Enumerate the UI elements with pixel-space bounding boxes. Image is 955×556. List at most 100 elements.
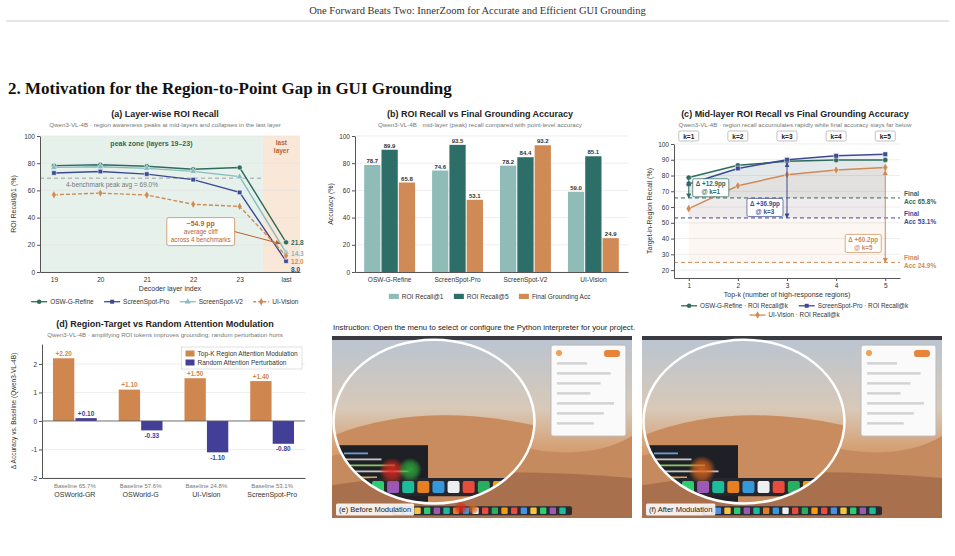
dock-icon xyxy=(831,508,837,514)
k-label-text: k=1 xyxy=(683,133,694,140)
dock-icon xyxy=(840,508,846,514)
legend-item: OSW-G-Refine xyxy=(31,298,94,305)
tick: ScreenSpot-Pro xyxy=(434,272,481,284)
k-label: k=3 xyxy=(777,131,797,141)
k-label-text: k=4 xyxy=(831,133,842,140)
tick: 0 xyxy=(31,269,40,276)
bar xyxy=(250,381,271,421)
legend-label: UI-Vision · ROI Recall@k xyxy=(769,311,841,318)
dock-icon xyxy=(802,508,808,514)
legend-item: ScreenSpot-V2 xyxy=(180,298,243,306)
marker xyxy=(237,202,242,210)
header-rule xyxy=(6,21,949,22)
code-line xyxy=(654,452,678,454)
k-label: k=2 xyxy=(728,131,748,141)
tick-mark xyxy=(671,270,674,271)
tick: last xyxy=(282,272,292,283)
marker xyxy=(736,166,741,171)
tick: 20 xyxy=(97,272,105,283)
tick-mark xyxy=(39,421,42,422)
plot-marks xyxy=(51,162,290,263)
baseline-label: Baseline 24.8% xyxy=(186,483,228,489)
gap-label-text: Δ +12.9pp xyxy=(696,180,726,188)
data-label: 89.9 xyxy=(384,143,396,149)
k-label-text: k=2 xyxy=(732,133,743,140)
annotation: −54.9 ppaverage cliffacross 4 benchmarks xyxy=(167,218,235,246)
tick-label: 60 xyxy=(343,187,351,194)
tick-mark xyxy=(352,163,355,164)
legend-swatch xyxy=(31,299,47,304)
legend-marker xyxy=(805,304,809,308)
text-line xyxy=(867,412,914,415)
tick-label: 60 xyxy=(28,187,36,194)
screenshot xyxy=(642,336,942,518)
annotation-text: across 4 benchmarks xyxy=(171,236,231,243)
tick-label: 0 xyxy=(346,269,350,276)
panel-subtitle: Qwen3-VL-4B · region awareness peaks at … xyxy=(49,121,280,128)
tick: OSW-G-Refine xyxy=(368,272,412,283)
bar xyxy=(517,157,533,272)
tick-label: 80 xyxy=(28,160,36,167)
k-label: k=4 xyxy=(826,131,846,141)
marker xyxy=(52,191,57,199)
legend-item: UI-Vision · ROI Recall@k xyxy=(750,311,841,319)
bar xyxy=(53,358,74,421)
bar xyxy=(399,183,415,272)
gap-label: Δ +60.2pp@ k=5 xyxy=(845,234,881,252)
tick: 20 xyxy=(662,267,674,274)
legend-label: ROI Recall@1 xyxy=(402,293,444,300)
tick: 80 xyxy=(28,160,40,167)
panel-a: (a) Layer-wise ROI RecallQwen3-VL-4B · r… xyxy=(10,109,304,306)
dock-icon xyxy=(501,508,507,514)
grid-line xyxy=(42,420,305,421)
legend-label: ScreenSpot-V2 xyxy=(199,298,243,306)
dock xyxy=(702,506,882,515)
gap-label-box xyxy=(845,234,881,252)
legend-marker xyxy=(259,298,263,305)
axis-line xyxy=(356,272,629,273)
bar xyxy=(381,150,397,272)
legend-label: Final Grounding Acc xyxy=(532,293,591,301)
tick-label: 80 xyxy=(343,160,351,167)
avatar xyxy=(866,350,872,356)
dock-icon xyxy=(434,508,440,514)
final-acc-line xyxy=(674,262,900,263)
app-window xyxy=(861,345,936,436)
text-line xyxy=(557,362,587,365)
gap-label-text: @ k=1 xyxy=(701,188,720,195)
data-label: +1.10 xyxy=(121,381,138,388)
legend: Top-K Region Attention ModulationRandom … xyxy=(182,347,302,369)
caption-box xyxy=(646,504,715,516)
final-label: Final xyxy=(904,254,919,261)
tick-label: 100 xyxy=(658,141,669,148)
grid-line xyxy=(40,190,300,191)
tick: 3 xyxy=(786,278,790,289)
bar xyxy=(273,421,294,444)
legend-swatch-rect xyxy=(186,360,195,366)
text-line xyxy=(557,372,611,375)
running-title: One Forward Beats Two: InnerZoom for Acc… xyxy=(309,5,646,16)
grid xyxy=(674,144,900,270)
tick-mark xyxy=(671,191,674,192)
data-label: 93.2 xyxy=(537,138,549,144)
reference-label: 4-benchmark peak avg = 69.0% xyxy=(66,181,158,189)
tick-label: 50 xyxy=(662,219,670,226)
tick-mark xyxy=(738,278,739,281)
zoom-dock-icon xyxy=(432,481,444,493)
zoom-dock-icon xyxy=(758,481,770,493)
legend-label: ROI Recall@5 xyxy=(467,293,509,300)
legend-swatch xyxy=(104,300,120,304)
final-label: Final xyxy=(904,210,919,217)
legend-swatch xyxy=(681,304,697,309)
y-axis: -2-1012 xyxy=(31,345,42,482)
tick-label: 1 xyxy=(687,282,691,289)
dock-icon xyxy=(860,508,866,514)
k-label-box xyxy=(728,131,748,141)
caption-text: (e) Before Modulation xyxy=(339,505,411,514)
final-label: Final xyxy=(904,190,919,197)
tick-label: 2 xyxy=(737,282,741,289)
screen-background xyxy=(332,336,632,518)
screenshot-caption: (f) After Modulation xyxy=(646,504,715,516)
text-line xyxy=(557,422,594,425)
attention-blob xyxy=(688,456,716,484)
